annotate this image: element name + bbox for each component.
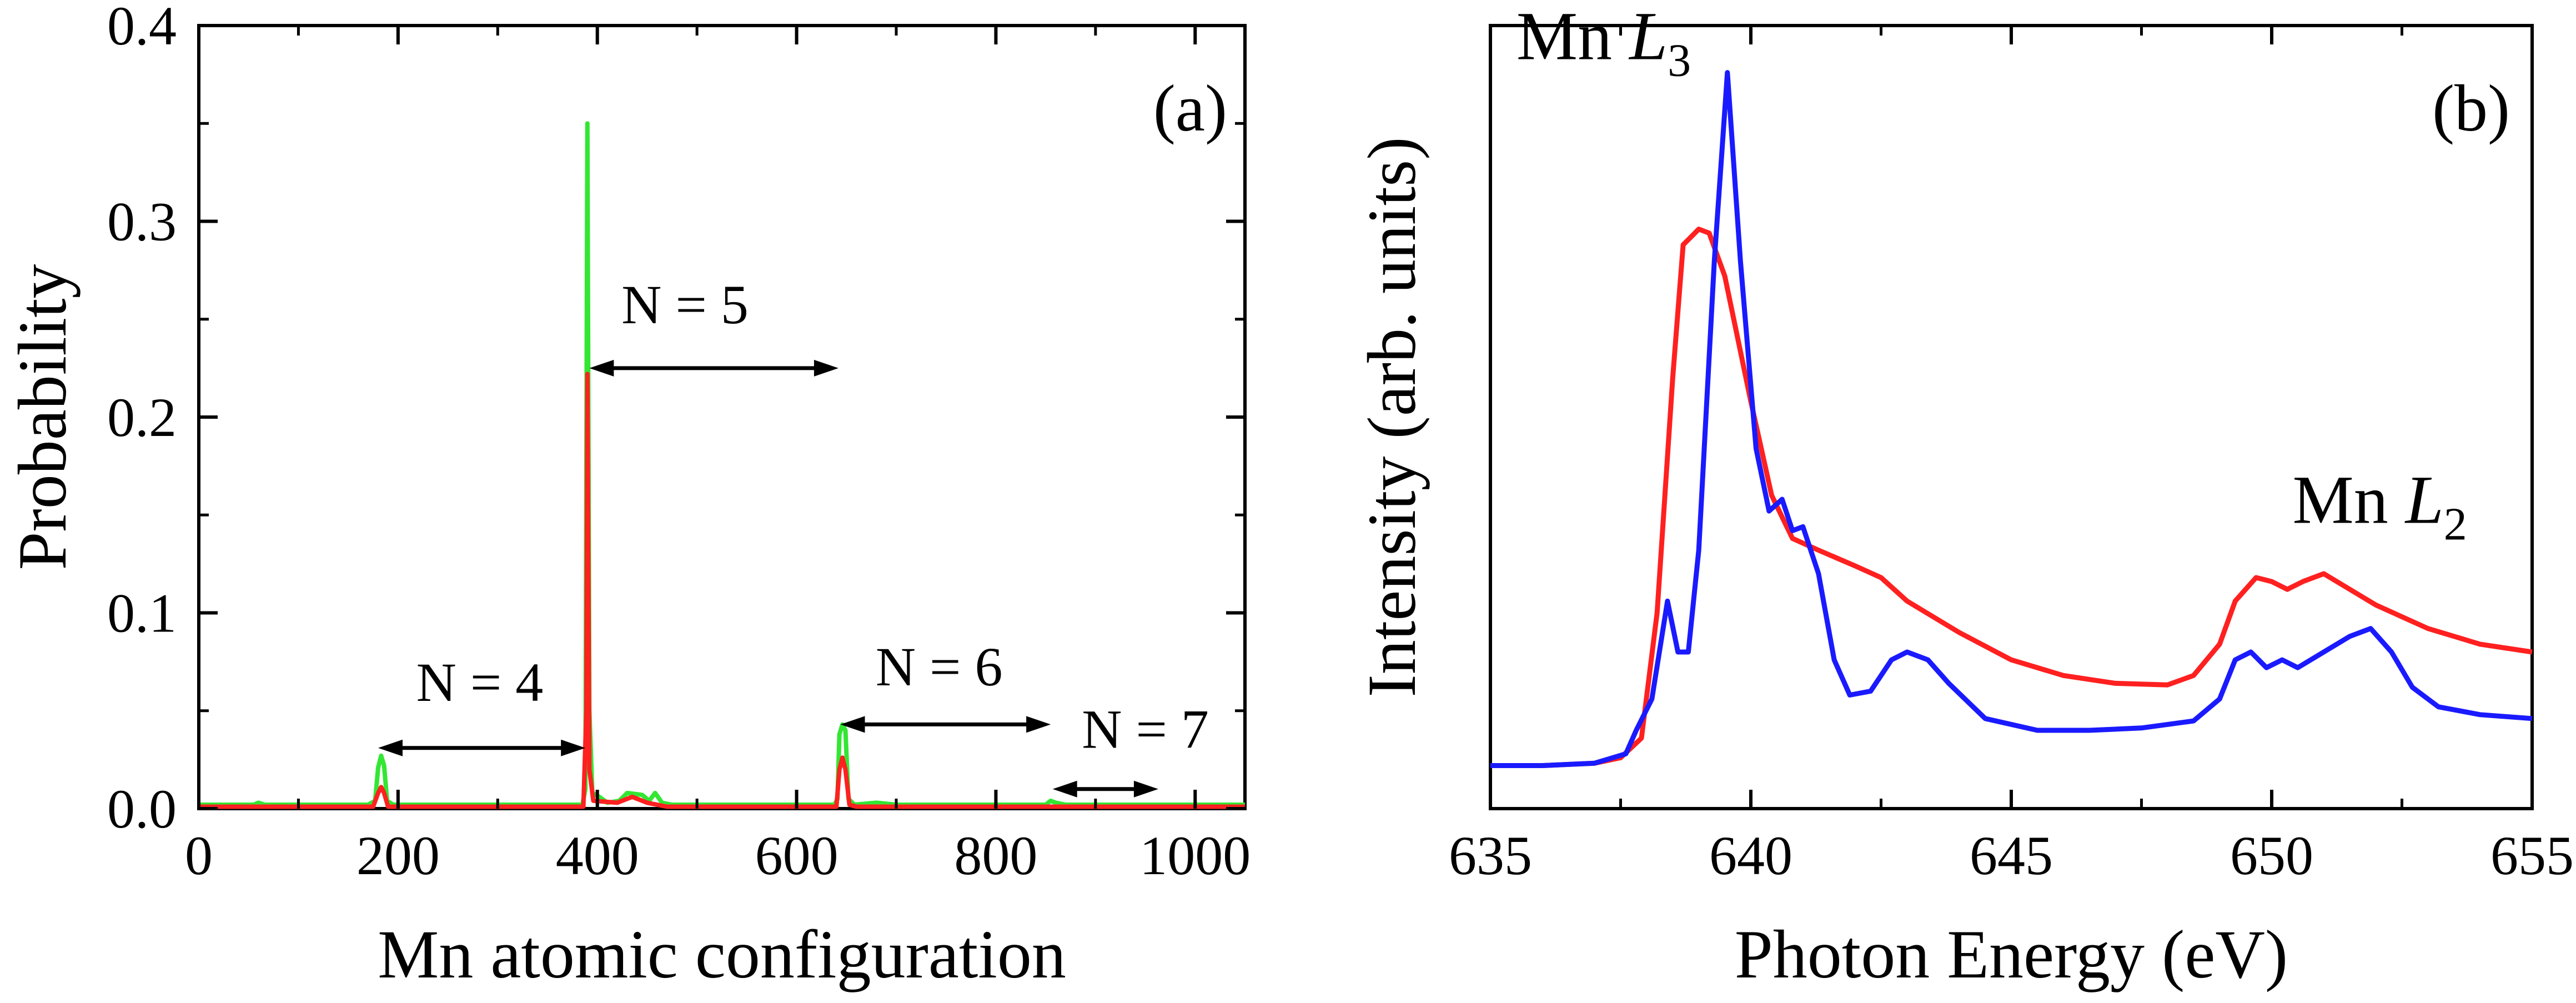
panel-a-series-group [199, 121, 1245, 809]
panel-a-series-red-line [199, 372, 1245, 809]
panel-a-xtick-label: 600 [755, 825, 838, 886]
range-label: N = 5 [621, 274, 749, 335]
panel-a-ytick-label: 0.3 [107, 191, 177, 253]
panel-b-xtick-label: 655 [2490, 825, 2574, 886]
panel-a-label: (a) [1153, 71, 1227, 145]
panel-a-xtick-label: 200 [356, 825, 440, 886]
panel-b-label: (b) [2432, 71, 2510, 145]
panel-b-series-group [1490, 70, 2533, 768]
panel-b-ticks-group: 635 640 645 650 655 [1449, 26, 2574, 886]
panel-a-ytick-label: 0.2 [107, 387, 177, 448]
panel-a-ticks-group: 0 200 400 600 800 1000 0.0 0.1 0.2 0.3 0.4 [107, 0, 1251, 886]
panel-a-xtick-label: 0 [185, 825, 213, 886]
edge-label-symbol: L [1628, 0, 1668, 74]
arrowhead-right-icon [1133, 780, 1158, 798]
panel-b-series-red-line [1490, 227, 2533, 768]
panel-a-ytick-label: 0.4 [107, 0, 177, 57]
panel-a-ytick-label: 0.1 [107, 583, 177, 644]
arrowhead-left-icon [589, 359, 614, 377]
edge-label-symbol: L [2404, 462, 2444, 538]
arrowhead-right-icon [561, 739, 586, 756]
range-label: N = 6 [876, 636, 1003, 698]
panel-a-series-green-line [199, 121, 1245, 807]
panel-b-xlabel: Photon Energy (eV) [1735, 916, 2288, 992]
arrowhead-right-icon [814, 359, 838, 377]
panel-a-frame [197, 24, 1247, 810]
arrowhead-left-icon [378, 739, 403, 756]
arrowhead-left-icon [1052, 780, 1077, 798]
panel-a-xtick-label: 1000 [1139, 825, 1251, 886]
panel-a-xtick-label: 400 [556, 825, 639, 886]
edge-label: Mn L3 [1517, 0, 1691, 87]
range-label: N = 4 [416, 651, 544, 713]
panel-a-xlabel: Mn atomic configuration [378, 916, 1066, 992]
arrowhead-right-icon [1026, 716, 1051, 733]
panel-b-series-blue-line [1490, 70, 2533, 768]
panel-a-ytick-label: 0.0 [107, 778, 177, 840]
panel-b-xtick-label: 635 [1449, 825, 1532, 886]
panel-b-xtick-label: 650 [2230, 825, 2313, 886]
edge-label-subscript: 3 [1668, 35, 1691, 87]
panel-a-annotations-group: N = 4 N = 5 N = 6 N = 7 [378, 274, 1209, 798]
edge-label-subscript: 2 [2444, 498, 2467, 550]
edge-label-prefix: Mn [2293, 462, 2406, 538]
edge-label: Mn L2 [2293, 462, 2467, 550]
panel-a-xtick-label: 800 [954, 825, 1037, 886]
range-label: N = 7 [1082, 699, 1209, 760]
panel-b-xtick-label: 640 [1709, 825, 1792, 886]
panel-b-xtick-label: 645 [1970, 825, 2053, 886]
panel-a-ylabel: Probability [4, 264, 81, 570]
panel-b-ylabel: Intensity (arb. units) [1354, 137, 1430, 697]
edge-label-prefix: Mn [1517, 0, 1629, 74]
arrowhead-left-icon [840, 716, 865, 733]
